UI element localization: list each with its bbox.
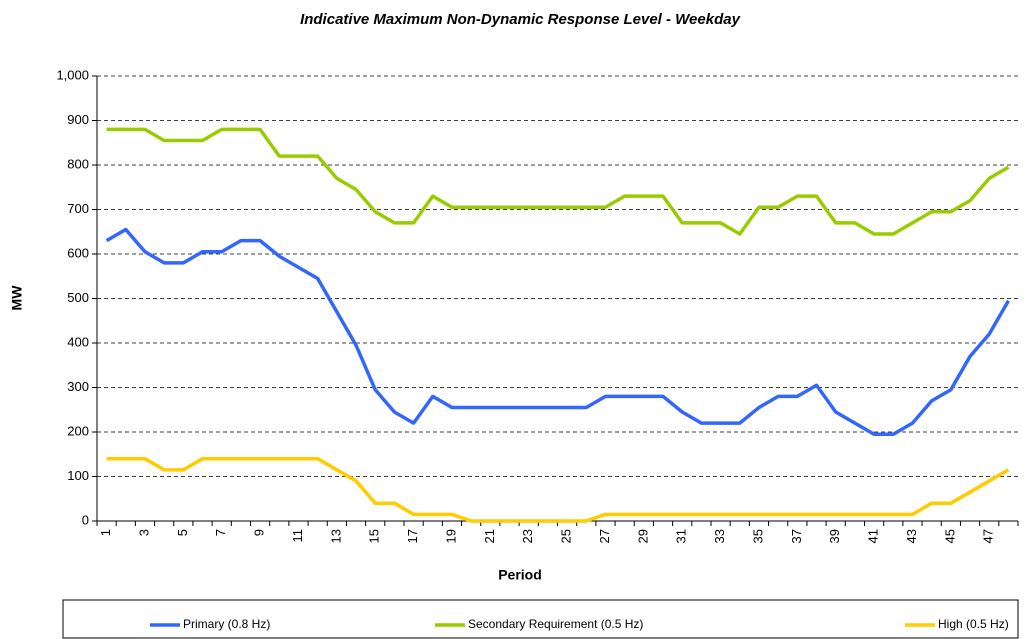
x-tick-label: 37	[789, 529, 804, 543]
legend-label: Secondary Requirement (0.5 Hz)	[468, 617, 643, 631]
x-axis-title: Period	[498, 567, 542, 583]
y-tick-label: 700	[67, 201, 89, 216]
x-tick-label: 43	[904, 529, 919, 543]
x-tick-label: 31	[674, 529, 689, 543]
legend-label: High (0.5 Hz)	[938, 617, 1009, 631]
y-tick-label: 200	[67, 423, 89, 438]
x-tick-label: 17	[405, 529, 420, 543]
x-tick-label: 7	[213, 529, 228, 536]
x-tick-label: 3	[136, 529, 151, 536]
x-tick-label: 29	[635, 529, 650, 543]
y-tick-label: 600	[67, 245, 89, 260]
chart-title: Indicative Maximum Non-Dynamic Response …	[300, 11, 741, 28]
series-line	[105, 227, 1010, 436]
y-tick-label: 0	[82, 512, 89, 527]
x-tick-label: 25	[559, 529, 574, 543]
y-tick-label: 300	[67, 379, 89, 394]
y-tick-label: 1,000	[56, 67, 89, 82]
x-tick-label: 39	[827, 529, 842, 543]
series-line	[106, 127, 1010, 236]
x-tick-label: 33	[712, 529, 727, 543]
legend-label: Primary (0.8 Hz)	[183, 617, 270, 631]
x-tick-label: 19	[443, 529, 458, 543]
y-tick-label: 100	[67, 468, 89, 483]
y-tick-label: 900	[67, 112, 89, 127]
x-tick-label: 11	[290, 529, 305, 543]
series-line	[106, 456, 1010, 523]
x-tick-label: 27	[597, 529, 612, 543]
x-tick-label: 35	[750, 529, 765, 543]
x-tick-label: 15	[367, 529, 382, 543]
y-axis-title: MW	[9, 285, 25, 311]
y-tick-label: 400	[67, 334, 89, 349]
x-tick-label: 1	[98, 529, 113, 536]
y-tick-label: 500	[67, 290, 89, 305]
x-tick-label: 13	[328, 529, 343, 543]
y-tick-label: 800	[67, 156, 89, 171]
x-tick-label: 47	[981, 529, 996, 543]
x-tick-label: 41	[866, 529, 881, 543]
x-tick-label: 9	[252, 529, 267, 536]
legend-box	[62, 599, 1019, 639]
x-tick-label: 5	[175, 529, 190, 536]
x-tick-label: 23	[520, 529, 535, 543]
x-tick-label: 21	[482, 529, 497, 543]
x-tick-label: 45	[942, 529, 957, 543]
